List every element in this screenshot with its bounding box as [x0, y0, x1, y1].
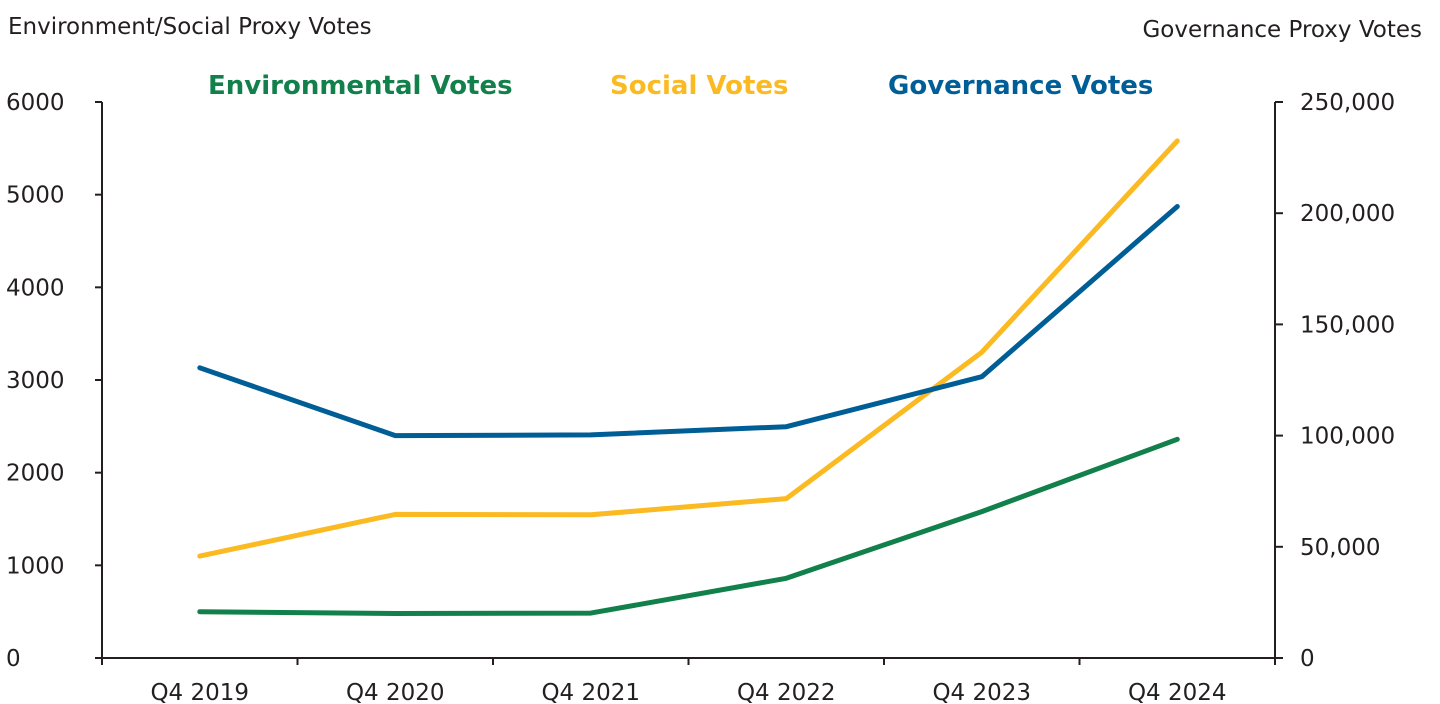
series-line-governance-votes: [197, 204, 1180, 439]
left-tick-label: 4000: [6, 275, 65, 301]
axes: 0 1000 2000 3000 4000 5000 6000 0 50,000 100,000 1…: [6, 90, 1395, 704]
left-axis-title: Environment/Social Proxy Votes: [8, 14, 372, 40]
right-tick-label: 200,000: [1300, 201, 1395, 227]
series-lines: [197, 138, 1180, 616]
x-tick-label: Q4 2019: [150, 680, 249, 704]
left-tick-label: 0: [6, 646, 21, 672]
right-tick-label: 150,000: [1300, 312, 1395, 338]
left-tick-label: 5000: [6, 183, 65, 209]
x-tick-label: Q4 2024: [1128, 680, 1227, 704]
right-tick-label: 50,000: [1300, 535, 1380, 561]
right-tick-label: 0: [1300, 646, 1315, 672]
right-tick-label: 100,000: [1300, 424, 1395, 450]
left-tick-label: 1000: [6, 553, 65, 579]
left-tick-label: 2000: [6, 461, 65, 487]
series-line-environmental-votes: [197, 436, 1180, 616]
legend: Environmental Votes Social Votes Governanc…: [208, 71, 1153, 101]
legend-label-social-votes: Social Votes: [610, 71, 789, 101]
series-line-social-votes: [197, 138, 1180, 559]
x-tick-label: Q4 2022: [737, 680, 836, 704]
legend-label-governance-votes: Governance Votes: [888, 71, 1153, 101]
x-tick-label: Q4 2023: [932, 680, 1031, 704]
legend-label-environmental-votes: Environmental Votes: [208, 71, 513, 101]
x-tick-label: Q4 2020: [346, 680, 445, 704]
left-tick-label: 3000: [6, 368, 65, 394]
left-tick-label: 6000: [6, 90, 65, 116]
right-axis-title: Governance Proxy Votes: [1142, 17, 1422, 43]
right-tick-label: 250,000: [1300, 90, 1395, 116]
x-tick-label: Q4 2021: [541, 680, 640, 704]
